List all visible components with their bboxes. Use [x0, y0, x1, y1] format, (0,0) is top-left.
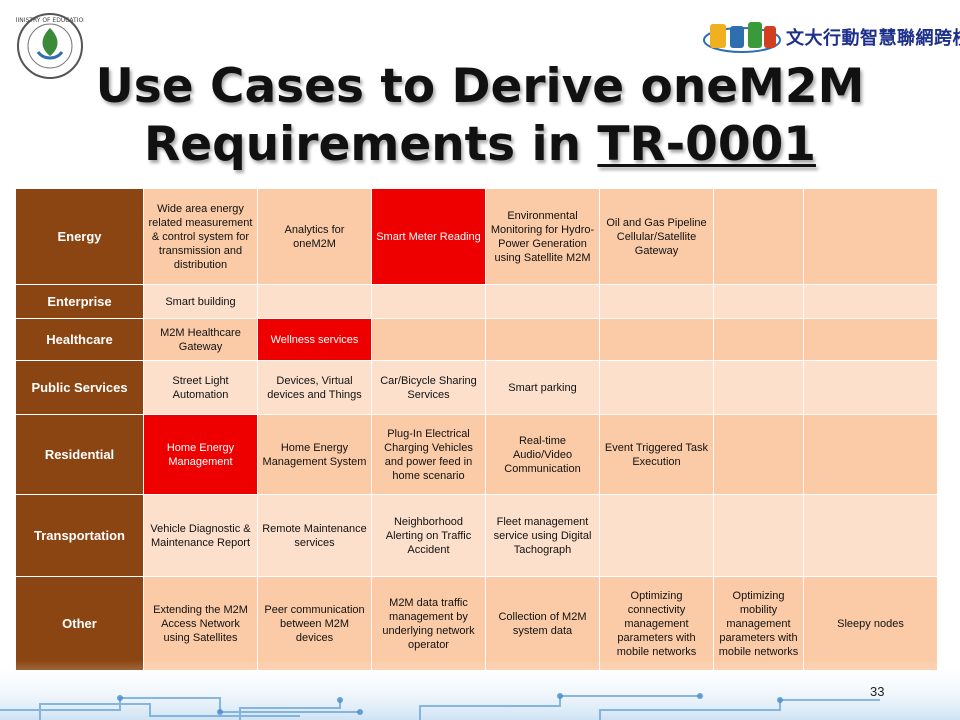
use-case-cell [599, 360, 714, 415]
use-case-cell: Street Light Automation [143, 360, 258, 415]
use-case-cell: Wide area energy related measurement & c… [143, 188, 258, 285]
use-case-cell [599, 494, 714, 577]
use-case-cell: Smart building [143, 284, 258, 319]
use-case-cell: Home Energy Management [143, 414, 258, 495]
use-case-cell [599, 284, 714, 319]
category-cell: Other [15, 576, 144, 671]
use-case-cell: Smart Meter Reading [371, 188, 486, 285]
use-case-cell: Devices, Virtual devices and Things [257, 360, 372, 415]
category-cell: Healthcare [15, 318, 144, 361]
use-case-cell: Fleet management service using Digital T… [485, 494, 600, 577]
table-row: Other Extending the M2M Access Network us… [15, 576, 938, 671]
use-case-cell [485, 284, 600, 319]
use-case-cell: Smart parking [485, 360, 600, 415]
use-case-cell: Remote Maintenance services [257, 494, 372, 577]
use-case-cell: Optimizing connectivity management param… [599, 576, 714, 671]
use-case-cell: Real-time Audio/Video Communication [485, 414, 600, 495]
use-case-cell [713, 188, 804, 285]
use-case-cell [803, 318, 938, 361]
use-case-cell: Event Triggered Task Execution [599, 414, 714, 495]
use-case-table: Energy Wide area energy related measureme… [15, 188, 938, 671]
use-case-cell: Home Energy Management System [257, 414, 372, 495]
slide-title: Use Cases to Derive oneM2M Requirements … [60, 58, 900, 174]
title-text: Use Cases to Derive oneM2M Requirements … [95, 59, 865, 172]
use-case-cell [485, 318, 600, 361]
use-case-cell: Peer communication between M2M devices [257, 576, 372, 671]
use-case-cell [713, 284, 804, 319]
use-case-cell [713, 414, 804, 495]
alliance-name: 文大行動智慧聯網跨校聯盟 [786, 28, 960, 49]
use-case-cell: M2M Healthcare Gateway [143, 318, 258, 361]
alliance-mark-icon [703, 22, 781, 53]
use-case-cell: Vehicle Diagnostic & Maintenance Report [143, 494, 258, 577]
use-case-cell: Collection of M2M system data [485, 576, 600, 671]
use-case-cell [599, 318, 714, 361]
alliance-logo: 文大行動智慧聯網跨校聯盟 [700, 12, 960, 60]
use-case-table-body: Energy Wide area energy related measureme… [15, 188, 938, 671]
use-case-cell [803, 284, 938, 319]
use-case-cell: M2M data traffic management by underlyin… [371, 576, 486, 671]
table-row: Transportation Vehicle Diagnostic & Maint… [15, 494, 938, 577]
use-case-cell [803, 188, 938, 285]
category-cell: Residential [15, 414, 144, 495]
table-row: Energy Wide area energy related measureme… [15, 188, 938, 285]
use-case-cell: Wellness services [257, 318, 372, 361]
use-case-cell [713, 360, 804, 415]
ministry-of-education-logo: MINISTRY OF EDUCATION [16, 13, 84, 79]
category-cell: Transportation [15, 494, 144, 577]
use-case-cell: Analytics for oneM2M [257, 188, 372, 285]
use-case-cell [803, 414, 938, 495]
use-case-cell: Oil and Gas Pipeline Cellular/Satellite … [599, 188, 714, 285]
use-case-cell [713, 318, 804, 361]
use-case-cell: Optimizing mobility management parameter… [713, 576, 804, 671]
category-cell: Energy [15, 188, 144, 285]
table-row: Public Services Street Light Automation De… [15, 360, 938, 415]
table-row: Residential Home Energy Management Home En… [15, 414, 938, 495]
use-case-cell [371, 284, 486, 319]
use-case-cell [371, 318, 486, 361]
tr-0001-link[interactable]: TR-0001 [597, 117, 816, 172]
use-case-cell: Plug-In Electrical Charging Vehicles and… [371, 414, 486, 495]
use-case-cell [803, 360, 938, 415]
category-cell: Enterprise [15, 284, 144, 319]
use-case-cell [257, 284, 372, 319]
svg-text:MINISTRY OF EDUCATION: MINISTRY OF EDUCATION [16, 17, 84, 24]
use-case-cell [713, 494, 804, 577]
table-row: Enterprise Smart building [15, 284, 938, 319]
page-number: 33 [870, 684, 885, 699]
use-case-cell: Sleepy nodes [803, 576, 938, 671]
use-case-cell: Environmental Monitoring for Hydro-Power… [485, 188, 600, 285]
use-case-cell: Extending the M2M Access Network using S… [143, 576, 258, 671]
use-case-cell [803, 494, 938, 577]
circuit-decoration [0, 660, 960, 720]
table-row: Healthcare M2M Healthcare Gateway Wellness… [15, 318, 938, 361]
category-cell: Public Services [15, 360, 144, 415]
use-case-cell: Neighborhood Alerting on Traffic Acciden… [371, 494, 486, 577]
use-case-cell: Car/Bicycle Sharing Services [371, 360, 486, 415]
